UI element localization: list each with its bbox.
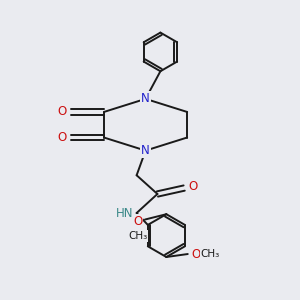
Text: CH₃: CH₃ <box>200 249 220 259</box>
Text: N: N <box>141 144 150 157</box>
Text: O: O <box>191 248 201 260</box>
Text: HN: HN <box>116 206 133 220</box>
Text: O: O <box>58 106 67 118</box>
Text: CH₃: CH₃ <box>128 231 147 241</box>
Text: O: O <box>188 180 197 193</box>
Text: O: O <box>133 215 142 228</box>
Text: O: O <box>58 131 67 144</box>
Text: N: N <box>141 92 150 105</box>
